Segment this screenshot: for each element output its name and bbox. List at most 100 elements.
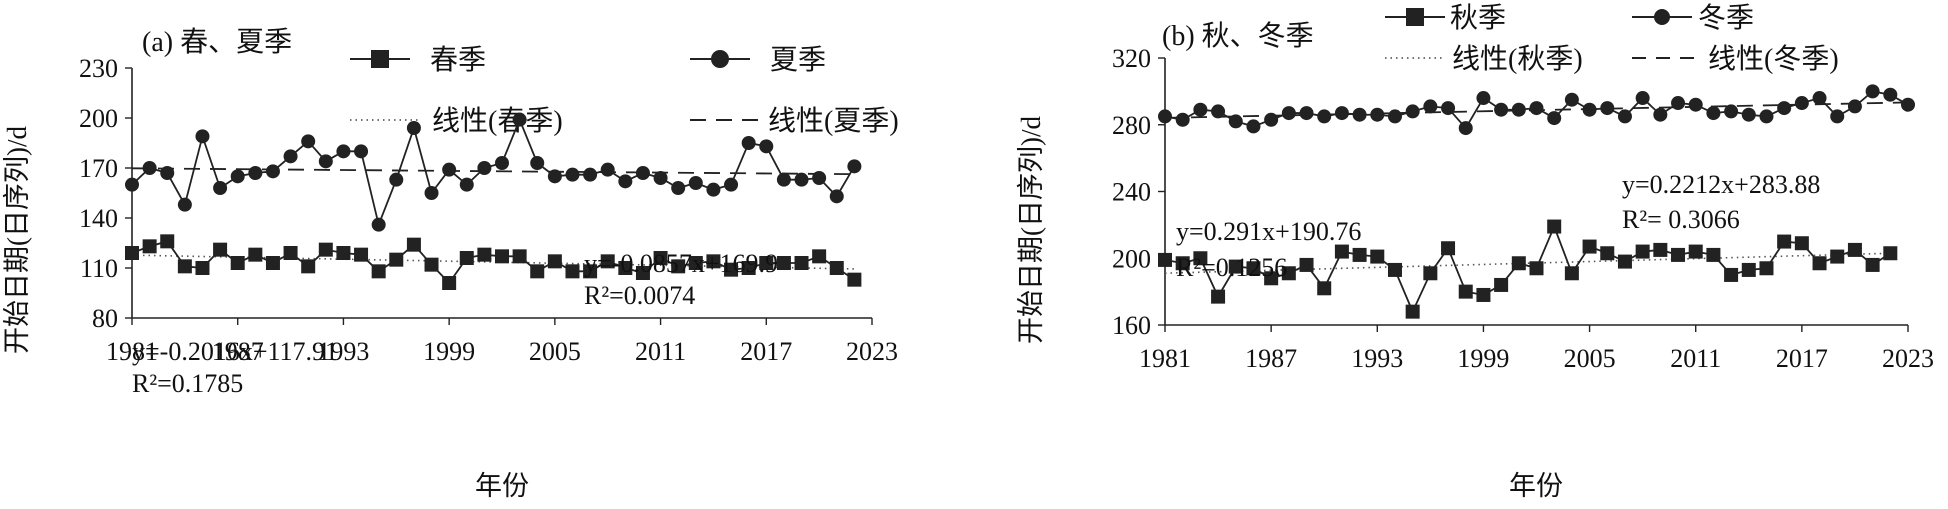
panel-b-circle-point [1883, 87, 1898, 102]
panel-a-circle-point [406, 121, 421, 135]
panel-b-square-point [1211, 289, 1226, 304]
panel-b-circle-point [1211, 104, 1226, 119]
panel-a-square-point [600, 254, 615, 269]
panel-a-square-point [794, 256, 809, 270]
panel-b-circle-point [1759, 109, 1774, 124]
panel-b-circle-point [1635, 91, 1650, 106]
panel-b-square-point [1387, 262, 1402, 277]
panel-a-circle-point [336, 144, 351, 159]
panel-b-x-tick-label: 1993 [1351, 344, 1403, 373]
legend-autumn-trend-label: 线性(秋季) [1452, 43, 1583, 75]
panel-b-square-point [1794, 236, 1809, 251]
panel-a-summer-equation: y=-0.0857x+169.9 [584, 249, 778, 278]
panel-b-circle-point [1724, 104, 1739, 119]
panel-a-circle-point [160, 166, 175, 180]
panel-b-square-point [1193, 251, 1208, 266]
panel-b-circle-point [1299, 106, 1314, 121]
panel-b-circle-point [1423, 99, 1438, 114]
panel-b-square-point [1847, 242, 1862, 257]
panel-b-square-point [1317, 281, 1332, 296]
panel-a-circle-point [424, 186, 439, 200]
panel-b-circle-point [1901, 97, 1915, 112]
panel-b-circle-point [1688, 97, 1703, 112]
panel-b-circle-point [1441, 101, 1456, 116]
panel-b-square-point [1511, 256, 1526, 271]
panel-b-y-tick-label: 280 [1112, 111, 1151, 140]
panel-a-circle-point [547, 169, 562, 184]
panel-b-circle-point [1370, 107, 1385, 122]
panel-b-autumn-equation: y=0.291x+190.76 [1176, 217, 1361, 246]
panel-a-square-point [583, 264, 598, 279]
panel-a-circle-point [600, 162, 615, 177]
panel-a-x-tick-label: 1993 [317, 337, 369, 366]
panel-b-square-point [1281, 266, 1296, 281]
panel-a-circle-point [248, 166, 263, 180]
panel-a-square-point [565, 264, 580, 279]
panel-b-square-point [1246, 261, 1261, 276]
panel-b-x-axis-title: 年份 [1509, 471, 1563, 501]
legend-autumn-square-marker [1406, 8, 1424, 26]
panel-a-square-point [635, 266, 650, 280]
panel-b-square-point [1458, 284, 1473, 299]
panel-b-circle-point [1865, 84, 1880, 99]
panel-a-square-point [406, 237, 421, 252]
panel-a-square-point [776, 256, 791, 270]
panel-a-circle-point [265, 164, 280, 179]
panel-b-square-point [1547, 219, 1562, 234]
panel-b-autumn-r2: R²=0.1256 [1176, 253, 1287, 282]
panel-b-circle-point [1547, 111, 1562, 126]
panel-b-circle-point [1458, 121, 1473, 136]
panel-a-circle-point [741, 136, 756, 150]
panel-a-circle-point [459, 177, 474, 192]
panel-a-square-point [283, 246, 298, 260]
legend-spring-square-marker [371, 50, 389, 68]
panel-b-circle-point [1193, 102, 1208, 117]
panel-b-square-point [1334, 244, 1349, 259]
panel-a-spring-r2: R²=0.1785 [132, 369, 243, 398]
panel-a-circle-point [565, 167, 580, 182]
panel-b-y-tick-label: 240 [1112, 178, 1151, 207]
panel-b-circle-point [1812, 91, 1827, 106]
panel-b-x-tick-label: 2005 [1564, 344, 1616, 373]
panel-b-square-point [1264, 271, 1279, 286]
panel-a-square-point [336, 246, 351, 260]
panel-b-x-tick-label: 2017 [1776, 344, 1828, 373]
panel-a-x-tick-label: 2005 [529, 337, 581, 366]
panel-b-circle-point [1564, 92, 1579, 107]
panel-a-legend: 春季 夏季 线性(春季) 线性(夏季) [350, 44, 899, 137]
panel-b-circle-point [1494, 102, 1509, 117]
legend-spring-trend-label: 线性(春季) [432, 105, 563, 137]
panel-a-x-tick-label: 1987 [212, 337, 264, 366]
panel-a-circle-point [724, 177, 739, 192]
panel-b-legend: 秋季 冬季 线性(秋季) 线性(冬季) [1385, 2, 1839, 75]
panel-b-square-point [1617, 254, 1632, 269]
panel-b-winter-r2: R²= 0.3066 [1622, 205, 1740, 234]
panel-a-circle-point [230, 169, 245, 184]
panel-a-circle-point [829, 189, 844, 204]
panel-a-circle-point [653, 171, 668, 185]
panel-b-circle-point [1264, 112, 1279, 127]
panel-a-y-tick-label: 170 [79, 154, 118, 183]
panel-b-circle-point [1317, 109, 1332, 124]
panel-a-circle-point [177, 197, 192, 212]
panel-a-square-point [477, 247, 492, 262]
panel-b-square-point [1476, 287, 1491, 302]
panel-a-square-point [530, 264, 545, 279]
panel-a-x-tick-label: 2017 [740, 337, 792, 366]
panel-a-title: (a) 春、夏季 [142, 26, 292, 58]
panel-a-circle-point [583, 167, 598, 182]
panel-a-square-point [618, 261, 633, 275]
panel-b-square-point [1564, 266, 1579, 281]
panel-b-circle-point [1246, 119, 1261, 134]
panel-a-circle-point [142, 161, 157, 175]
panel-b-square-point [1706, 247, 1721, 262]
panel-a-x-tick-label: 1999 [423, 337, 475, 366]
panel-a-square-point [265, 256, 280, 270]
panel-b-square-point [1777, 234, 1792, 249]
panel-b-circle-point [1511, 102, 1526, 117]
panel-a-circle-point [301, 134, 316, 149]
panel-a-square-point [688, 256, 703, 270]
legend-spring-label: 春季 [430, 44, 486, 76]
panel-a-plot-area: 80 110 140 170 200 230 1981 1987 1993 1999 2005 201… [79, 54, 898, 366]
